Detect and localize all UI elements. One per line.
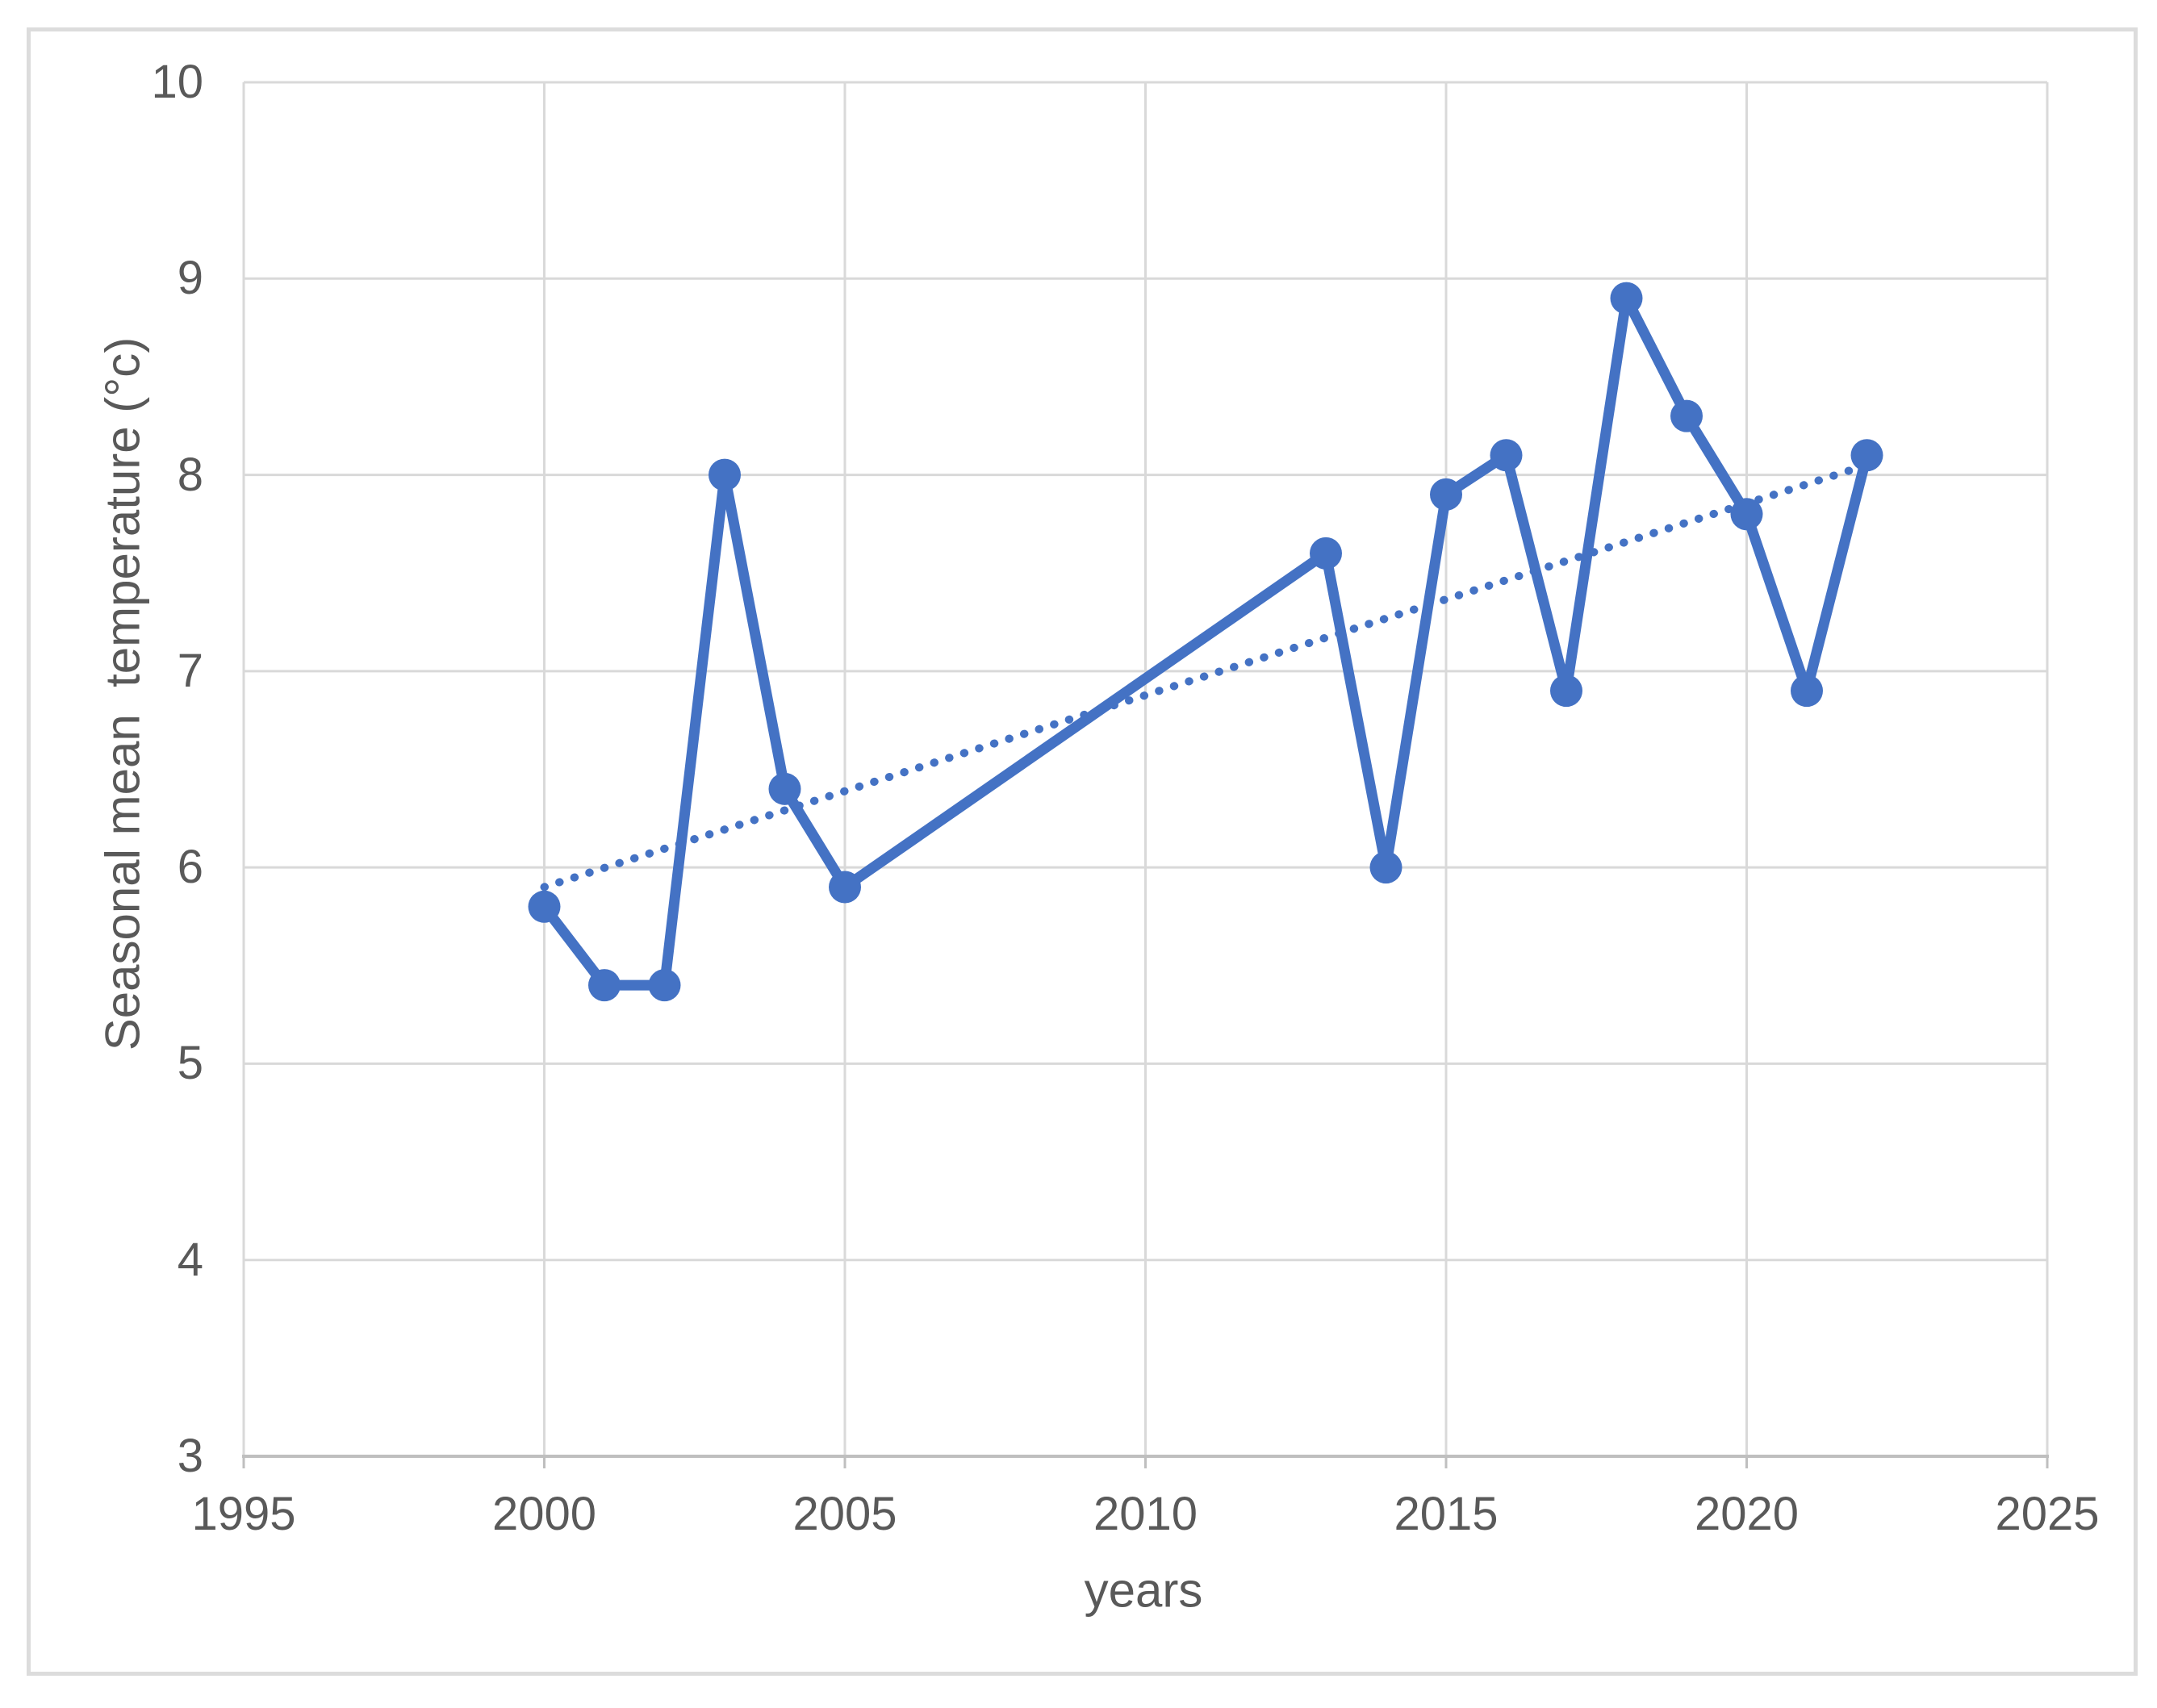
data-point-marker [768, 772, 801, 805]
data-point-marker [1610, 282, 1643, 315]
y-axis-title: Seasonal mean temperature (°c) [95, 336, 150, 1051]
y-tick-label: 6 [177, 841, 203, 894]
data-point-marker [528, 890, 561, 923]
y-tick-label: 4 [177, 1233, 203, 1286]
data-point-marker [1430, 478, 1462, 511]
x-tick-label: 2025 [1995, 1488, 2100, 1540]
data-point-marker [648, 969, 681, 1002]
data-point-marker [1490, 439, 1523, 472]
data-point-marker [1850, 439, 1883, 472]
trendline-dotted [540, 461, 1871, 892]
data-point-marker [709, 458, 741, 491]
x-tick-label: 2020 [1694, 1488, 1800, 1540]
y-tick-label: 7 [177, 644, 203, 697]
data-point-marker [829, 871, 861, 904]
data-point-marker [1791, 674, 1823, 708]
y-tick-label: 5 [177, 1037, 203, 1090]
x-tick-label: 2005 [792, 1488, 897, 1540]
x-tick-label: 2000 [491, 1488, 597, 1540]
y-tick-label: 3 [177, 1430, 203, 1482]
y-tick-label: 10 [151, 56, 203, 108]
data-point-marker [1369, 851, 1402, 884]
x-tick-label: 2015 [1394, 1488, 1499, 1540]
data-point-marker [1310, 537, 1342, 570]
x-tick-label: 1995 [191, 1488, 296, 1540]
data-point-marker [1670, 399, 1703, 432]
data-point-marker [588, 969, 621, 1002]
temperature-series-line [539, 293, 1872, 991]
y-tick-label: 9 [177, 252, 203, 305]
data-point-marker [1730, 498, 1763, 531]
y-tick-label: 8 [177, 448, 203, 501]
x-tick-label: 2010 [1093, 1488, 1198, 1540]
data-point-marker [1550, 674, 1582, 708]
figure-border [27, 27, 2138, 1676]
x-axis-title: years [1084, 1563, 1203, 1618]
